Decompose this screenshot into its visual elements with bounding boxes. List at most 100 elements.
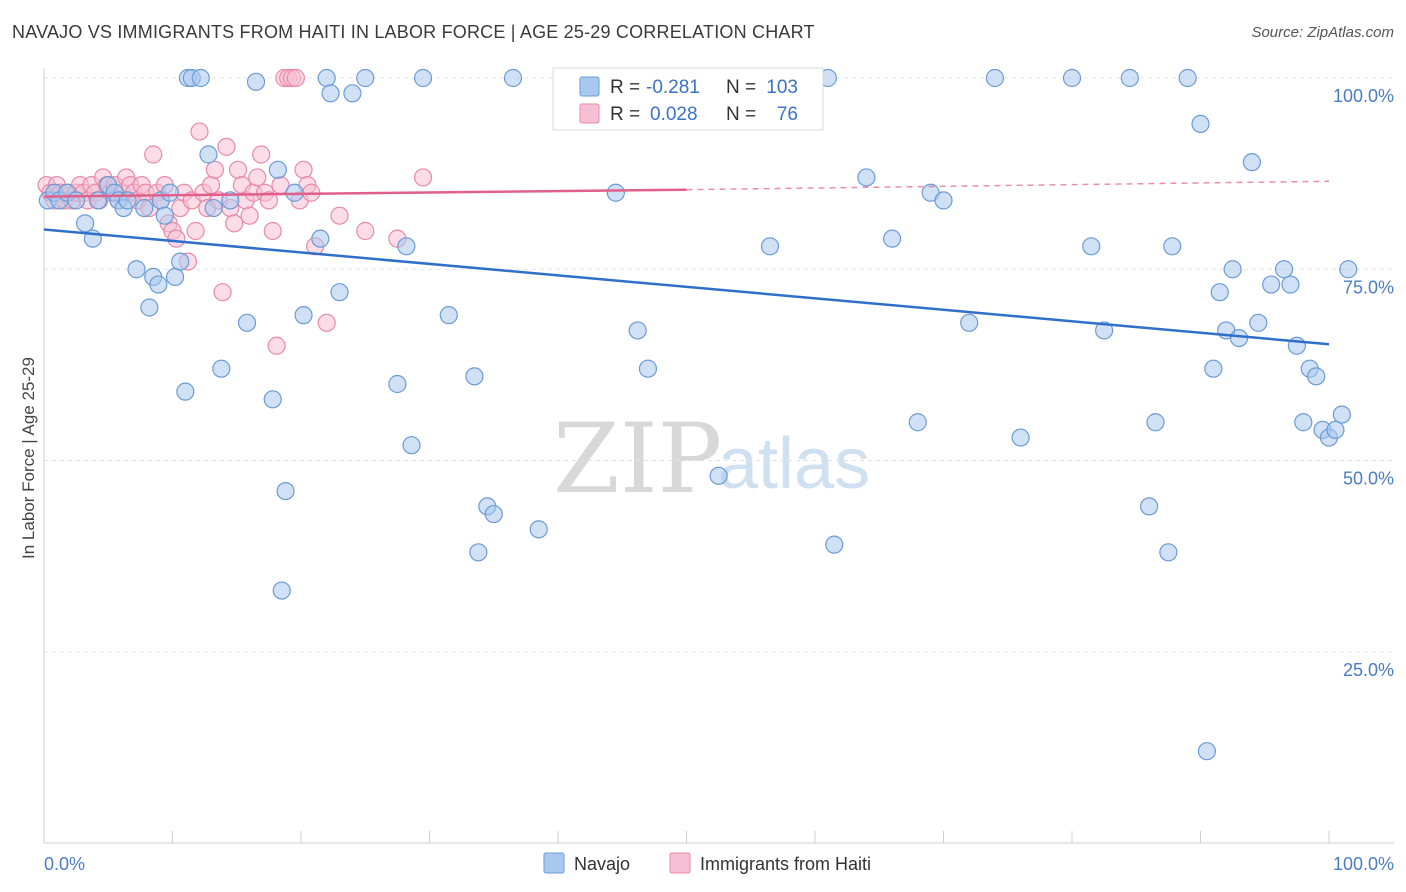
series-legend: Navajo Immigrants from Haiti	[543, 852, 871, 874]
navajo-point-65	[857, 168, 876, 187]
navajo-point-53	[484, 504, 503, 524]
navajo-point-33	[263, 390, 282, 409]
navajo-point-102	[1339, 260, 1358, 279]
source-label: Source: ZipAtlas.com	[1251, 24, 1394, 41]
navajo-point-43	[343, 84, 362, 103]
navajo-point-83	[1197, 742, 1217, 761]
navajo-point-27	[199, 145, 218, 164]
haiti-point-40	[190, 122, 209, 141]
haiti-trend-line	[43, 188, 687, 198]
navajo-point-42	[330, 283, 349, 302]
haiti-point-28	[144, 145, 163, 164]
navajo-point-82	[1191, 114, 1210, 134]
navajo-point-29	[212, 359, 231, 378]
legend-r-value-haiti: 0.028	[650, 104, 698, 125]
navajo-point-74	[1082, 237, 1101, 256]
navajo-point-95	[1294, 413, 1313, 432]
haiti-points	[37, 68, 433, 355]
navajo-point-84	[1204, 359, 1223, 378]
legend-r-label-haiti: R =	[610, 104, 640, 125]
haiti-point-56	[252, 145, 271, 164]
navajo-point-23	[176, 382, 195, 401]
navajo-point-30	[221, 191, 240, 210]
navajo-point-54	[503, 68, 523, 88]
haiti-point-39	[186, 221, 205, 241]
navajo-point-97	[1307, 367, 1326, 386]
watermark-zip: ZIP	[553, 403, 722, 515]
navajo-point-26	[191, 68, 210, 88]
navajo-point-57	[606, 183, 625, 202]
bottom-legend-label-haiti: Immigrants from Haiti	[700, 854, 871, 874]
navajo-point-51	[469, 543, 488, 562]
haiti-point-47	[217, 137, 236, 156]
haiti-point-44	[205, 160, 225, 179]
legend-n-label-haiti: N =	[726, 104, 756, 125]
trend-lines	[43, 180, 1330, 346]
bottom-legend-swatch-navajo	[543, 852, 565, 874]
navajo-point-32	[246, 72, 266, 91]
gridlines	[44, 77, 1394, 653]
haiti-trend-line-extension	[686, 180, 1330, 191]
navajo-point-15	[140, 298, 159, 317]
navajo-point-72	[1011, 428, 1030, 447]
navajo-point-60	[709, 466, 728, 485]
watermark-atlas: atlas	[718, 424, 870, 504]
navajo-point-91	[1262, 275, 1281, 294]
navajo-point-75	[1095, 321, 1114, 340]
chart-title: NAVAJO VS IMMIGRANTS FROM HAITI IN LABOR…	[12, 22, 815, 42]
x-tick-label-max: 100.0%	[1333, 854, 1394, 874]
navajo-point-80	[1163, 237, 1182, 256]
navajo-point-50	[465, 367, 484, 386]
navajo-point-20	[160, 183, 180, 202]
haiti-point-60	[267, 336, 286, 355]
bottom-legend-label-navajo: Navajo	[574, 854, 630, 874]
navajo-point-47	[402, 436, 421, 455]
navajo-point-46	[397, 237, 416, 256]
haiti-point-50	[228, 160, 248, 179]
haiti-point-49	[225, 214, 244, 233]
navajo-point-21	[165, 267, 185, 286]
navajo-point-100	[1326, 420, 1345, 439]
navajo-point-7	[88, 191, 108, 210]
navajo-point-64	[825, 535, 844, 554]
haiti-point-71	[317, 313, 336, 332]
navajo-point-85	[1210, 283, 1229, 302]
legend-r-label-navajo: R =	[610, 77, 640, 98]
navajo-point-101	[1332, 405, 1351, 424]
haiti-point-34	[167, 229, 186, 248]
haiti-point-43	[201, 176, 221, 195]
navajo-point-71	[985, 68, 1005, 88]
navajo-point-66	[882, 229, 902, 248]
navajo-point-78	[1146, 413, 1165, 432]
navajo-point-70	[960, 313, 979, 332]
legend-n-value-haiti: 76	[777, 104, 798, 125]
haiti-point-72	[330, 206, 349, 225]
navajo-point-69	[934, 191, 953, 210]
navajo-point-13	[127, 260, 146, 279]
navajo-point-81	[1178, 68, 1197, 88]
haiti-point-53	[240, 206, 259, 225]
haiti-point-67	[294, 160, 313, 179]
x-tick-label-min: 0.0%	[44, 854, 85, 874]
navajo-point-73	[1062, 68, 1082, 88]
navajo-point-79	[1159, 543, 1178, 562]
haiti-point-65	[286, 68, 305, 88]
navajo-point-76	[1120, 68, 1139, 88]
navajo-point-34	[268, 160, 287, 179]
navajo-point-40	[317, 68, 336, 88]
legend-swatch-navajo	[579, 76, 600, 97]
navajo-point-48	[413, 68, 433, 88]
navajo-point-62	[760, 237, 780, 256]
navajo-point-44	[356, 68, 375, 88]
legend-n-label-navajo: N =	[726, 77, 756, 98]
navajo-point-39	[311, 229, 330, 248]
haiti-point-55	[248, 168, 267, 187]
navajo-point-92	[1274, 260, 1294, 279]
navajo-point-14	[135, 198, 154, 218]
navajo-trend-line	[43, 228, 1330, 346]
navajo-point-28	[204, 198, 223, 218]
navajo-point-4	[67, 191, 86, 210]
navajo-point-77	[1139, 497, 1159, 516]
legend-r-value-navajo: -0.281	[646, 77, 700, 98]
